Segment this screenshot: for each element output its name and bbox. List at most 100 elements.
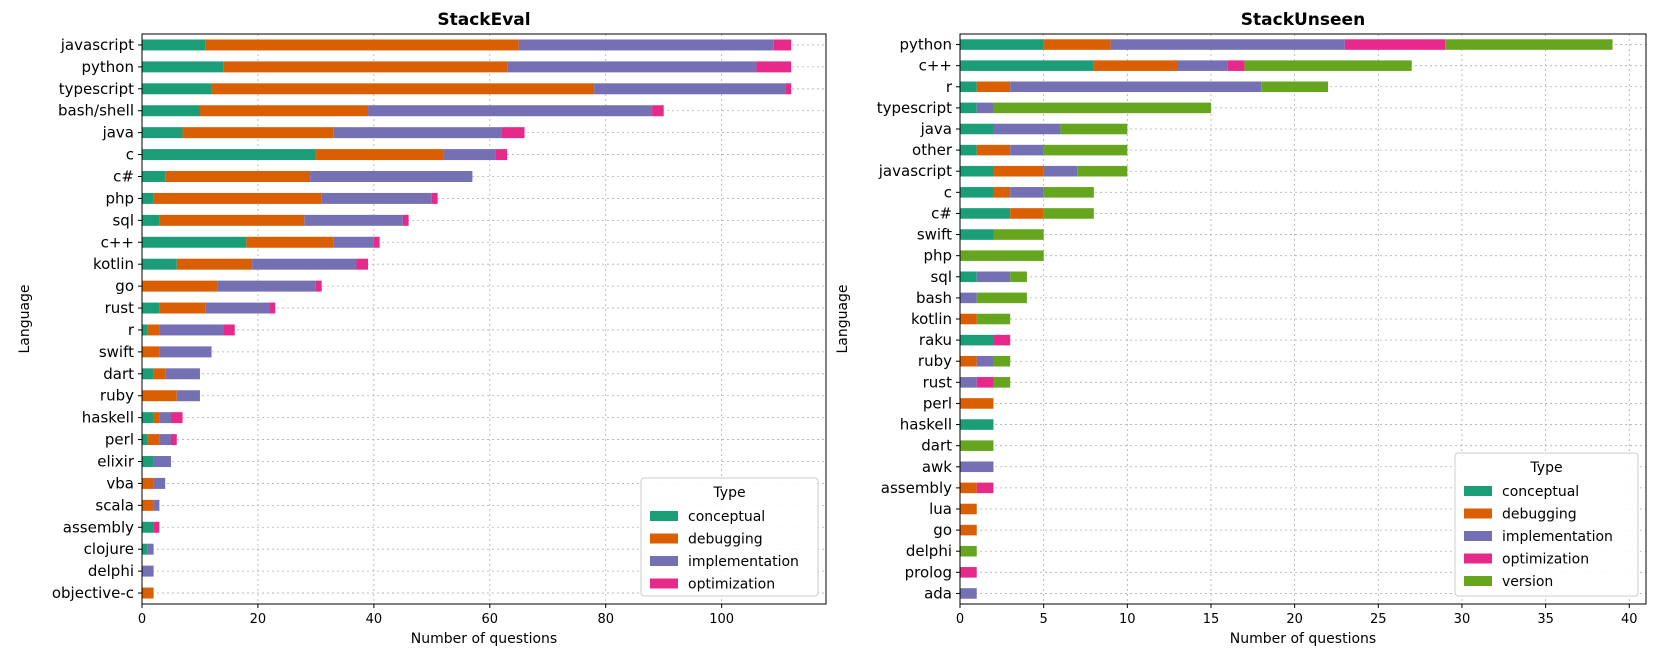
y-tick-label: swift bbox=[99, 343, 134, 361]
bar-implementation-r bbox=[1010, 81, 1262, 93]
bar-optimization-haskell bbox=[170, 412, 183, 424]
y-tick-label: c bbox=[126, 146, 134, 164]
bar-conceptual-kotlin bbox=[142, 258, 177, 270]
bar-implementation-rust bbox=[960, 377, 977, 388]
chart-title: StackUnseen bbox=[1241, 10, 1365, 30]
y-tick-label: go bbox=[933, 521, 952, 539]
bar-conceptual-swift bbox=[960, 229, 994, 240]
bar-implementation-r bbox=[159, 324, 224, 336]
legend-swatch-debugging bbox=[650, 533, 678, 544]
y-tick-label: scala bbox=[95, 496, 134, 514]
legend-swatch-optimization bbox=[1464, 553, 1492, 564]
legend-label-optimization: optimization bbox=[1502, 552, 1589, 568]
bar-optimization-raku bbox=[993, 334, 1011, 346]
bar-version-typescript bbox=[993, 102, 1211, 114]
bar-optimization-kotlin bbox=[356, 258, 369, 270]
legend-title: Type bbox=[712, 485, 745, 501]
x-tick-label: 15 bbox=[1203, 612, 1220, 627]
bar-version-javascript bbox=[1077, 165, 1128, 177]
bar-conceptual-r bbox=[142, 324, 148, 336]
bar-debugging-ruby bbox=[960, 355, 977, 367]
bar-version-c- bbox=[1043, 208, 1094, 219]
legend-swatch-version bbox=[1464, 576, 1492, 586]
bar-implementation-typescript bbox=[594, 83, 786, 95]
bar-implementation-c- bbox=[310, 171, 473, 182]
bar-optimization-rust bbox=[976, 377, 994, 388]
x-tick-label: 5 bbox=[1040, 612, 1048, 627]
bar-implementation-haskell bbox=[159, 412, 171, 424]
bar-debugging-python bbox=[223, 61, 508, 73]
y-tick-label: objective-c bbox=[52, 584, 134, 602]
y-tick-label: r bbox=[946, 78, 953, 96]
bar-implementation-php bbox=[321, 192, 432, 204]
y-tick-label: sql bbox=[112, 211, 134, 229]
bar-debugging-java bbox=[182, 127, 334, 139]
bar-debugging-assembly bbox=[960, 482, 977, 494]
bar-implementation-elixir bbox=[153, 456, 171, 467]
bar-optimization-rust bbox=[269, 302, 276, 314]
legend-swatch-optimization bbox=[650, 578, 678, 589]
x-tick-label: 25 bbox=[1370, 612, 1387, 627]
bar-optimization-r bbox=[223, 324, 235, 336]
bar-debugging-perl bbox=[147, 434, 160, 446]
y-tick-label: kotlin bbox=[911, 310, 952, 328]
y-tick-label: perl bbox=[105, 431, 134, 449]
x-axis-label: Number of questions bbox=[411, 631, 557, 647]
bar-implementation-scala bbox=[153, 499, 160, 511]
y-tick-label: rust bbox=[923, 373, 952, 391]
bar-debugging-perl bbox=[960, 398, 994, 409]
legend-label-implementation: implementation bbox=[688, 554, 799, 570]
bar-conceptual-c bbox=[142, 149, 316, 161]
bar-optimization-assembly bbox=[976, 482, 994, 494]
legend-label-conceptual: conceptual bbox=[688, 509, 765, 525]
bar-debugging-dart bbox=[153, 368, 166, 380]
y-tick-label: javascript bbox=[60, 36, 134, 54]
bar-debugging-c bbox=[993, 187, 1011, 198]
y-axis-label: Language bbox=[835, 284, 851, 353]
bar-version-rust bbox=[993, 377, 1011, 388]
bar-version-dart bbox=[960, 440, 994, 451]
bar-implementation-typescript bbox=[976, 102, 994, 114]
bar-conceptual-dart bbox=[142, 368, 154, 380]
bar-debugging-kotlin bbox=[960, 313, 977, 325]
legend-swatch-conceptual bbox=[650, 511, 678, 521]
bar-optimization-go bbox=[315, 280, 322, 292]
bar-conceptual-perl bbox=[142, 434, 148, 446]
bar-conceptual-raku bbox=[960, 334, 994, 346]
bar-conceptual-other bbox=[960, 144, 977, 156]
bar-debugging-c- bbox=[1010, 208, 1044, 219]
bar-optimization-prolog bbox=[960, 567, 977, 578]
legend-swatch-implementation bbox=[1464, 531, 1492, 541]
bar-debugging-c- bbox=[246, 236, 334, 248]
y-tick-label: rust bbox=[105, 299, 134, 317]
bar-debugging-haskell bbox=[153, 412, 160, 424]
bar-implementation-ruby bbox=[176, 390, 200, 402]
bar-implementation-ruby bbox=[976, 355, 994, 367]
bar-implementation-other bbox=[1010, 144, 1044, 156]
bar-conceptual-bash-shell bbox=[142, 105, 200, 117]
bar-debugging-swift bbox=[142, 346, 160, 358]
bar-conceptual-java bbox=[960, 123, 994, 135]
y-tick-label: assembly bbox=[63, 518, 134, 536]
bar-version-php bbox=[960, 250, 1044, 261]
bar-implementation-clojure bbox=[147, 543, 154, 555]
legend-label-debugging: debugging bbox=[1502, 507, 1577, 523]
bar-implementation-python bbox=[1110, 39, 1345, 50]
y-tick-label: delphi bbox=[88, 562, 134, 580]
bar-version-other bbox=[1043, 144, 1128, 156]
y-tick-label: awk bbox=[922, 458, 952, 476]
y-tick-label: haskell bbox=[82, 409, 134, 427]
y-tick-label: sql bbox=[930, 268, 952, 286]
bar-version-python bbox=[1445, 39, 1613, 50]
legend-label-version: version bbox=[1502, 574, 1553, 590]
bar-version-r bbox=[1261, 81, 1329, 93]
x-tick-label: 20 bbox=[1286, 612, 1303, 627]
bar-conceptual-c- bbox=[142, 236, 247, 248]
bar-implementation-c bbox=[1010, 187, 1044, 198]
legend-swatch-implementation bbox=[650, 556, 678, 566]
bar-implementation-rust bbox=[205, 302, 270, 314]
y-tick-label: c bbox=[944, 183, 952, 201]
bar-optimization-sql bbox=[402, 214, 409, 226]
x-tick-label: 10 bbox=[1119, 612, 1136, 627]
y-tick-label: python bbox=[82, 58, 134, 76]
